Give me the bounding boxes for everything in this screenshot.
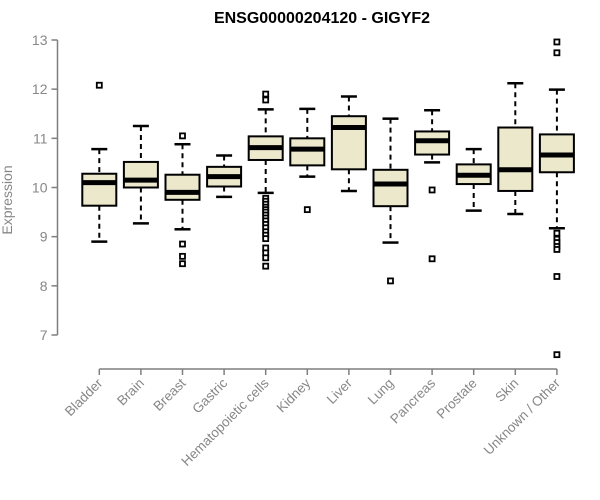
y-axis-label: Expression	[0, 165, 15, 234]
outlier-point	[262, 96, 270, 104]
iqr-box	[122, 160, 159, 189]
outlier-point	[179, 240, 186, 248]
outlier-point	[262, 262, 270, 270]
outlier-point	[262, 235, 270, 243]
outlier-point	[553, 273, 561, 280]
outlier-point	[553, 49, 561, 57]
boxplot-gastric	[206, 154, 243, 199]
iqr-box	[372, 168, 409, 208]
outlier-point	[553, 38, 561, 46]
boxplot-hematopoietic-cells	[247, 90, 284, 270]
x-tick-label: Liver	[324, 375, 356, 407]
outlier-point	[428, 255, 436, 263]
plot-area: 7 8 9 10 11 12 13 Bladder Brain Breast GastricHema…	[32, 32, 575, 469]
outlier-point	[262, 254, 270, 262]
x-tick-label: Prostate	[434, 376, 480, 422]
chart-title: ENSG00000204120 - GIGYF2	[214, 10, 430, 27]
iqr-box	[497, 126, 534, 192]
boxplot-liver	[330, 95, 367, 193]
iqr-box	[289, 137, 326, 167]
boxplot-kidney	[289, 107, 326, 214]
outlier-point	[262, 90, 270, 98]
boxplot-lung	[372, 117, 409, 285]
boxplot-skin	[497, 82, 534, 216]
x-tick-label: Lung	[365, 376, 397, 408]
outlier-point	[553, 351, 561, 359]
boxplot-breast	[164, 132, 201, 268]
outlier-point	[553, 229, 561, 237]
y-tick-label: 11	[33, 130, 48, 146]
y-axis: 7 8 9 10 11 12 13	[32, 32, 59, 343]
y-tick-label: 12	[32, 81, 48, 97]
x-tick-label: Breast	[150, 375, 188, 413]
boxplot-prostate	[455, 147, 492, 212]
y-tick-label: 10	[32, 180, 48, 196]
outlier-point	[303, 206, 311, 214]
boxplot-unknown-other	[538, 38, 575, 359]
iqr-box	[330, 115, 367, 171]
iqr-box	[81, 172, 118, 207]
boxplot-brain	[122, 124, 159, 225]
boxplot-bladder	[81, 81, 118, 243]
outlier-point	[428, 186, 436, 194]
outlier-point	[179, 260, 186, 268]
x-tick-label: Kidney	[274, 375, 314, 415]
y-tick-label: 8	[40, 278, 48, 294]
outlier-point	[179, 132, 186, 140]
x-tick-label: Unknown / Other	[481, 375, 564, 458]
iqr-box	[164, 173, 201, 201]
outlier-point	[95, 81, 103, 89]
outlier-point	[553, 246, 561, 253]
x-tick-label: Gastric	[189, 375, 230, 416]
outlier-point	[179, 252, 186, 260]
boxplot-pancreas	[414, 109, 451, 263]
outlier-point	[387, 277, 394, 285]
x-tick-label: Brain	[114, 376, 147, 409]
y-tick-label: 13	[32, 32, 48, 48]
x-tick-label: Bladder	[62, 375, 106, 419]
x-tick-label: Skin	[492, 376, 521, 405]
y-tick-label: 7	[40, 327, 48, 343]
x-tick-label: Pancreas	[387, 375, 438, 426]
y-tick-label: 9	[40, 229, 48, 245]
